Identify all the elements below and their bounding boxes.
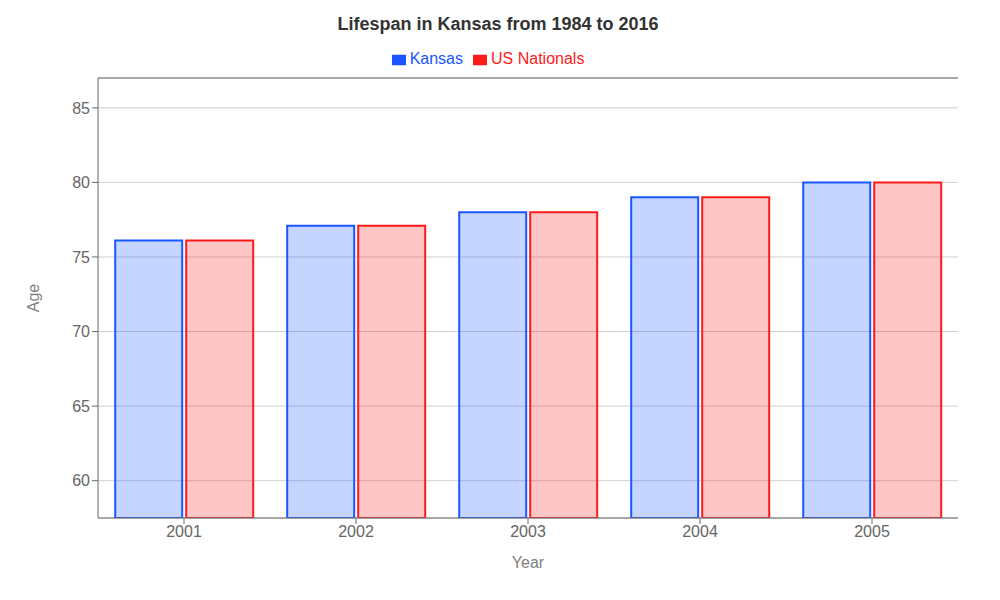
svg-text:75: 75 — [72, 249, 90, 266]
html-text:Kansas: Kansas — [409, 50, 463, 67]
svg-text:80: 80 — [72, 174, 90, 191]
html-text:US Nationals: US Nationals — [491, 50, 585, 67]
svg-text:65: 65 — [72, 398, 90, 415]
svg-text:70: 70 — [72, 323, 90, 340]
svg-text:2004: 2004 — [682, 523, 718, 540]
html-text:Lifespan in Kansas from 1984 t: Lifespan in Kansas from 1984 to 2016 — [337, 14, 659, 34]
svg-text:Age: Age — [25, 284, 42, 313]
svg-text:60: 60 — [72, 472, 90, 489]
svg-text:2002: 2002 — [338, 523, 374, 540]
svg-text:2003: 2003 — [510, 523, 546, 540]
svg-text:85: 85 — [72, 100, 90, 117]
svg-text:Year: Year — [512, 554, 545, 571]
svg-text:2005: 2005 — [854, 523, 890, 540]
svg-text:2001: 2001 — [166, 523, 202, 540]
